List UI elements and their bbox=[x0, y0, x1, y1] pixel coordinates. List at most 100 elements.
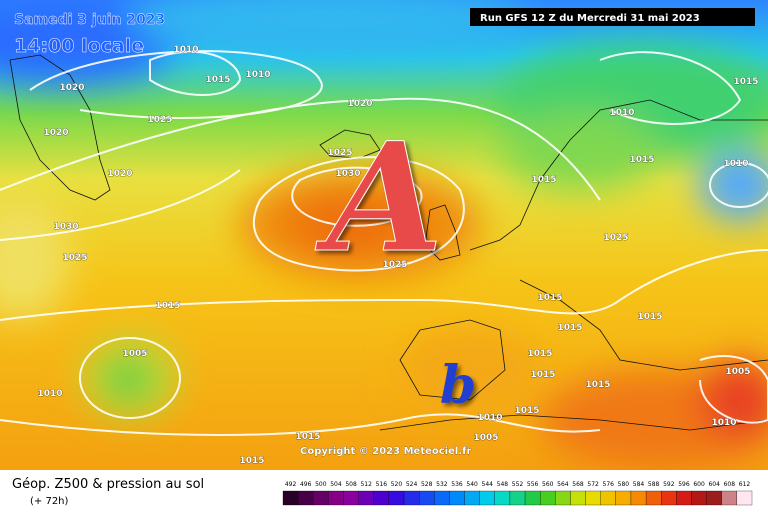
isobar-label: 1020 bbox=[43, 128, 68, 138]
isobar-label: 1015 bbox=[637, 312, 662, 322]
isobar-label: 1010 bbox=[245, 70, 270, 80]
isobar-label: 1005 bbox=[473, 433, 498, 443]
lead-time: (+ 72h) bbox=[30, 496, 69, 507]
isobar-label: 1005 bbox=[725, 367, 750, 377]
scale-swatch bbox=[555, 490, 571, 506]
scale-label: 580 bbox=[618, 481, 630, 488]
scale-label: 600 bbox=[693, 481, 705, 488]
run-info: Run GFS 12 Z du Mercredi 31 mai 2023 bbox=[480, 13, 700, 24]
isobar-label: 1020 bbox=[59, 83, 84, 93]
scale-label: 588 bbox=[648, 481, 660, 488]
scale-label: 536 bbox=[451, 481, 463, 488]
scale-swatch bbox=[373, 490, 390, 506]
isobar-label: 1020 bbox=[347, 99, 372, 109]
run-box bbox=[470, 8, 755, 26]
isobar-label: 1025 bbox=[382, 260, 407, 270]
scale-label: 596 bbox=[678, 481, 690, 488]
isobar-label: 1010 bbox=[477, 413, 502, 423]
isobar-label: 1015 bbox=[557, 323, 582, 333]
scale-swatch bbox=[419, 490, 435, 506]
scale-label: 528 bbox=[421, 481, 433, 488]
scale-label: 516 bbox=[376, 481, 388, 488]
scale-swatch bbox=[585, 490, 601, 506]
scale-label: 504 bbox=[330, 481, 342, 488]
scale-swatch bbox=[282, 490, 299, 506]
local-time: 14:00 locale bbox=[14, 35, 144, 57]
scale-label: 604 bbox=[708, 481, 720, 488]
isobar-label: 1025 bbox=[147, 115, 172, 125]
map-field: 1010 1015 1010 1020 1020 1025 1020 1020 1025 1030… bbox=[0, 0, 768, 470]
scale-swatch bbox=[509, 490, 526, 506]
scale-label: 560 bbox=[542, 481, 554, 488]
isobar-label: 1010 bbox=[711, 418, 736, 428]
scale-swatch bbox=[297, 490, 314, 506]
scale-swatch bbox=[645, 490, 662, 506]
scale-label: 576 bbox=[603, 481, 615, 488]
high-pressure-marker: A bbox=[315, 110, 443, 286]
scale-label: 508 bbox=[345, 481, 357, 488]
scale-label: 552 bbox=[512, 481, 524, 488]
scale-label: 532 bbox=[436, 481, 448, 488]
isobar-label: 1015 bbox=[733, 77, 758, 87]
footer-title: Géop. Z500 & pression au sol bbox=[12, 477, 204, 492]
scale-swatch bbox=[615, 490, 632, 506]
isobar-label: 1010 bbox=[37, 389, 62, 399]
scale-swatch bbox=[721, 490, 738, 506]
scale-swatch bbox=[449, 490, 465, 506]
scale-swatch bbox=[434, 490, 450, 506]
isobar-label: 1030 bbox=[53, 222, 78, 232]
scale-swatch bbox=[313, 490, 329, 506]
isobar-label: 1015 bbox=[514, 406, 539, 416]
scale-swatch bbox=[403, 490, 420, 506]
isobar-label: 1015 bbox=[585, 380, 610, 390]
scale-label: 556 bbox=[527, 481, 539, 488]
isobar-label: 1010 bbox=[173, 45, 198, 55]
isobar-label: 1010 bbox=[723, 159, 748, 169]
scale-swatch bbox=[479, 490, 495, 506]
scale-swatch bbox=[630, 490, 647, 506]
isobar-label: 1025 bbox=[603, 233, 628, 243]
isobar-label: 1015 bbox=[239, 456, 264, 466]
isobar-label: 1015 bbox=[155, 301, 180, 311]
scale-label: 548 bbox=[497, 481, 509, 488]
scale-swatch bbox=[600, 490, 616, 506]
scale-swatch bbox=[691, 490, 707, 506]
isobar-label: 1015 bbox=[527, 349, 552, 359]
scale-swatch bbox=[328, 490, 344, 506]
isobar-label: 1025 bbox=[327, 148, 352, 158]
scale-swatch bbox=[464, 490, 480, 506]
scale-label: 568 bbox=[572, 481, 584, 488]
isobar-label: 1025 bbox=[62, 253, 87, 263]
isobar-label: 1015 bbox=[537, 293, 562, 303]
scale-label: 584 bbox=[633, 481, 645, 488]
scale-label: 592 bbox=[663, 481, 675, 488]
scale-label: 492 bbox=[285, 481, 297, 488]
isobar-labels: 1010 1015 1010 1020 1020 1025 1020 1020 1025 1030… bbox=[37, 45, 759, 467]
date: Samedi 3 juin 2023 bbox=[14, 12, 165, 28]
scale-swatch bbox=[736, 490, 753, 506]
scale-label: 608 bbox=[724, 481, 736, 488]
isobar-label: 1015 bbox=[531, 175, 556, 185]
scale-swatch bbox=[661, 490, 677, 506]
isobar-label: 1015 bbox=[530, 370, 555, 380]
scale-swatch bbox=[343, 490, 359, 506]
scale-label: 500 bbox=[315, 481, 327, 488]
scale-label: 524 bbox=[406, 481, 418, 488]
isobar-label: 1015 bbox=[295, 432, 320, 442]
scale-swatch bbox=[540, 490, 556, 506]
scale-swatch bbox=[570, 490, 586, 506]
scale-label: 544 bbox=[482, 481, 494, 488]
copyright: Copyright © 2023 Meteociel.fr bbox=[300, 446, 471, 457]
scale-swatch bbox=[706, 490, 722, 506]
isobar-label: 1015 bbox=[629, 155, 654, 165]
scale-label: 612 bbox=[739, 481, 751, 488]
scale-label: 520 bbox=[391, 481, 403, 488]
scale-swatch bbox=[494, 490, 511, 506]
isobar-label: 1020 bbox=[107, 169, 132, 179]
isobar-label: 1015 bbox=[205, 75, 230, 85]
color-scale: 492 496 500 504 508 512 516 520 524 528 532 536 540 5… bbox=[282, 481, 753, 506]
scale-label: 496 bbox=[300, 481, 312, 488]
isobar-label: 1005 bbox=[122, 349, 147, 359]
isobar-label: 1010 bbox=[609, 108, 634, 118]
